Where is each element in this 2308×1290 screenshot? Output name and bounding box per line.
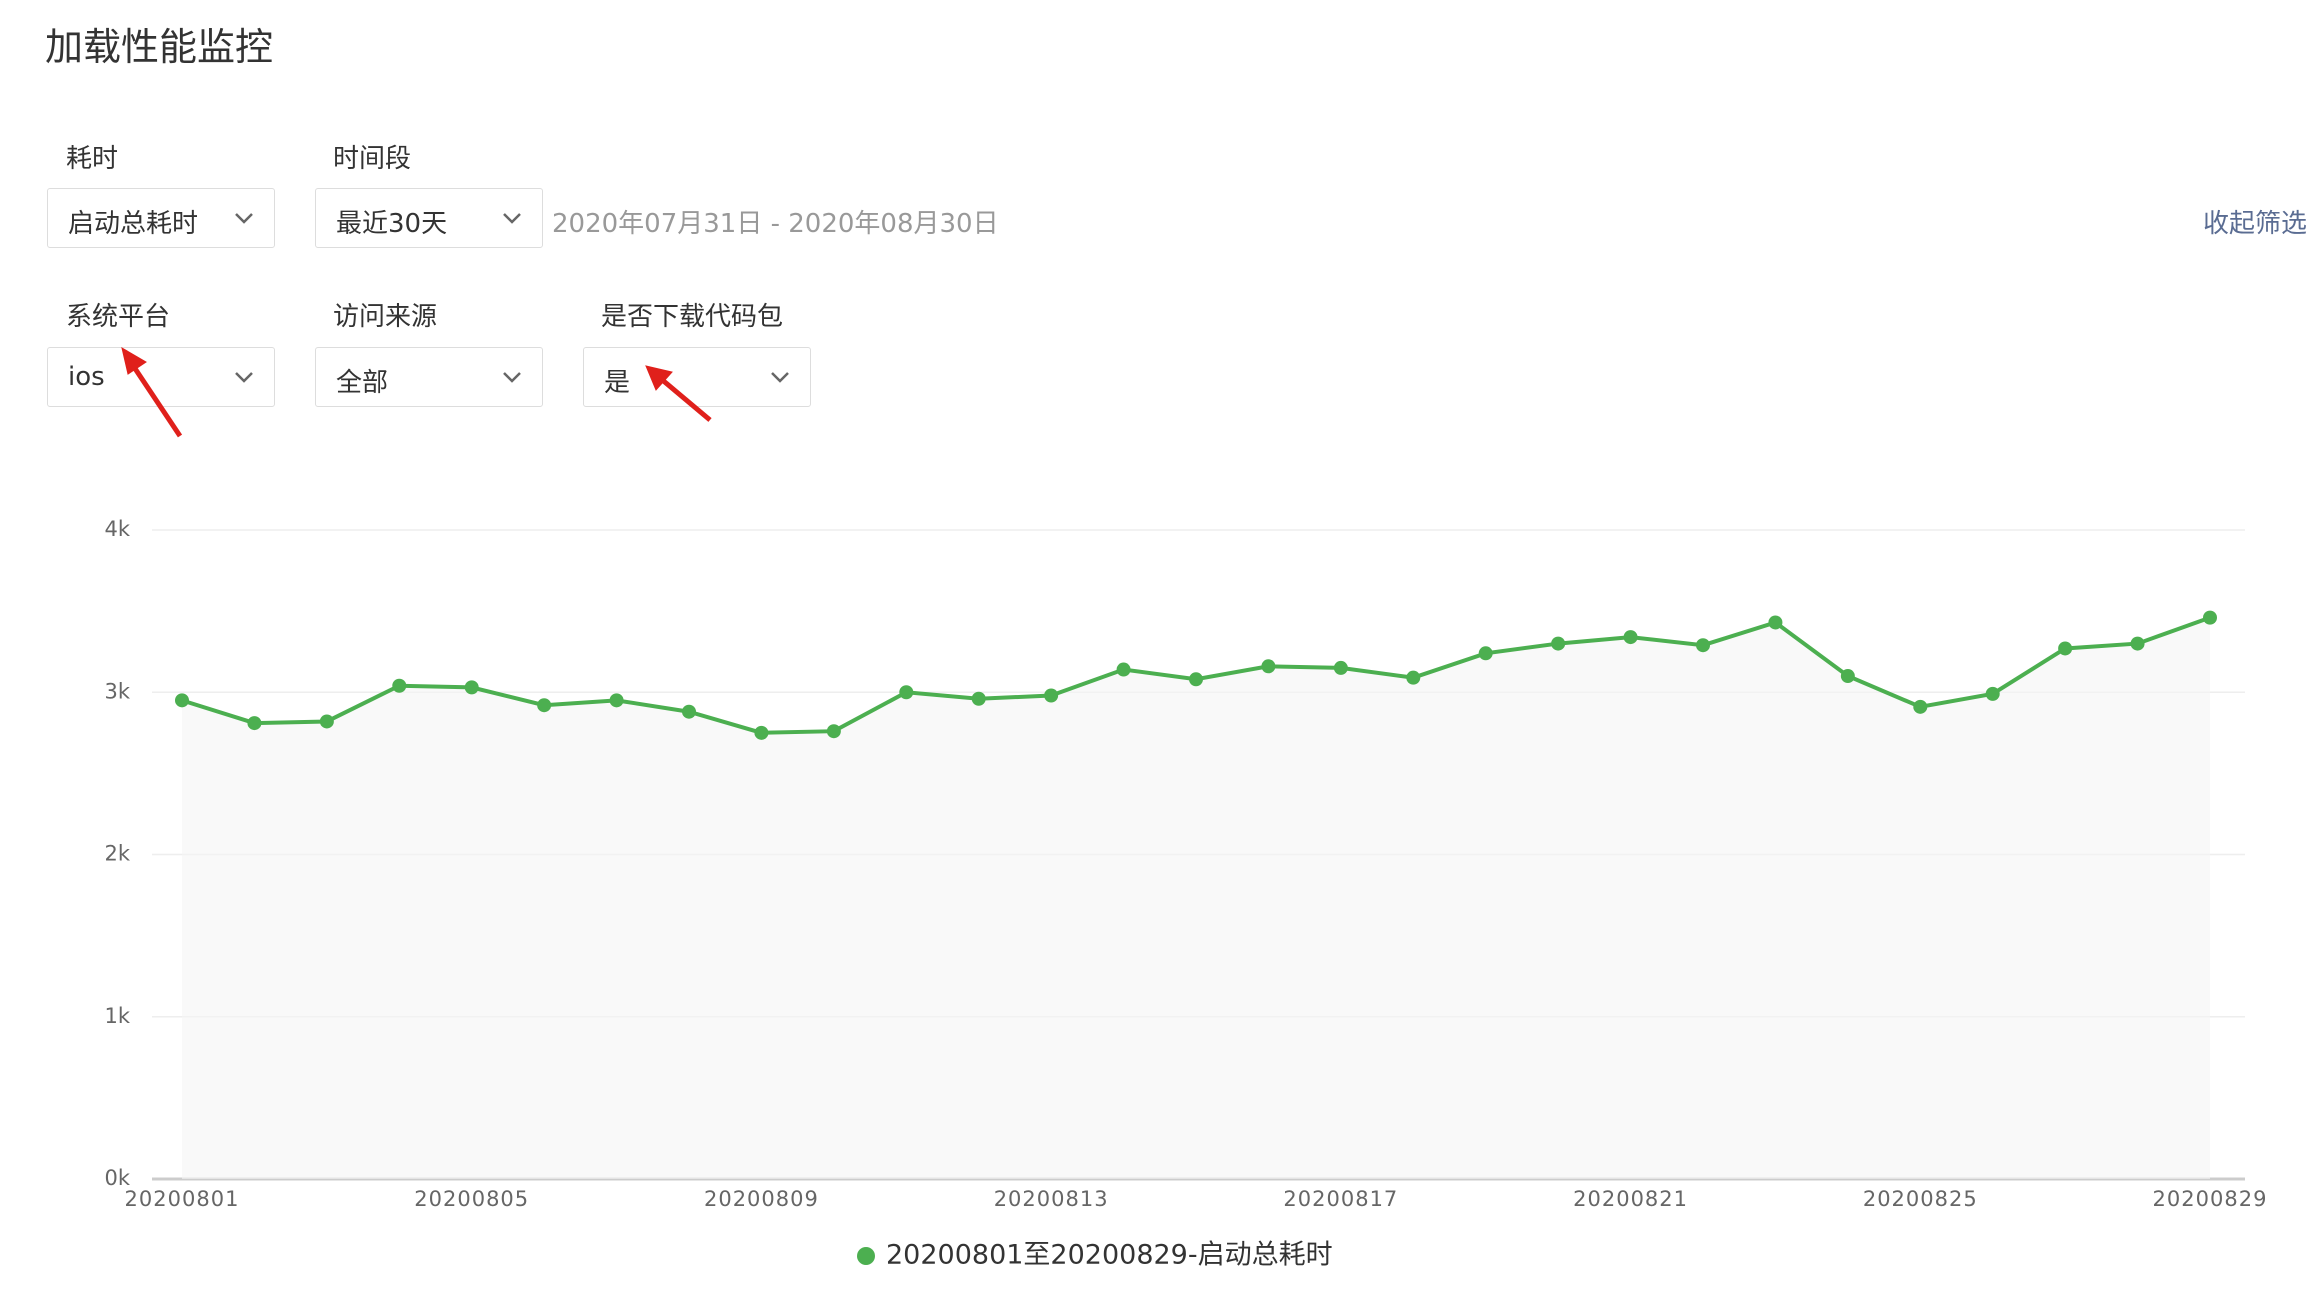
dropdown[interactable]: ios [47, 347, 275, 407]
point [1261, 659, 1276, 674]
x-tick-label: 20200829 [2153, 1187, 2268, 1211]
point [2058, 641, 2073, 656]
point [175, 693, 189, 708]
point [1696, 638, 1710, 653]
filter-label: 时间段 [333, 144, 412, 174]
point [899, 685, 914, 700]
chevron [235, 372, 253, 383]
point [392, 678, 407, 693]
point [971, 691, 986, 706]
point [1333, 660, 1348, 675]
legend-label: 20200801至20200829-启动总耗时 [886, 1240, 1333, 1271]
point [1840, 669, 1855, 684]
point [1478, 646, 1493, 661]
chevron [235, 213, 253, 224]
y-tick-label: 0k [104, 1166, 130, 1190]
point [2130, 636, 2145, 651]
point [464, 680, 479, 695]
point [319, 714, 334, 729]
dropdown-value: 全部 [336, 368, 389, 398]
point [1623, 630, 1638, 645]
x-tick-label: 20200809 [704, 1187, 819, 1211]
point [1044, 688, 1059, 703]
point [1406, 670, 1421, 685]
point [754, 725, 769, 740]
filter-label: 耗时 [66, 144, 119, 174]
point [1913, 699, 1928, 714]
y-tick-label: 1k [104, 1004, 130, 1028]
point [2203, 610, 2217, 625]
dropdown[interactable]: 全部 [315, 347, 543, 407]
chevron [771, 372, 789, 383]
point [1189, 672, 1203, 687]
annotation-arrow [121, 346, 712, 438]
date-range: 2020年07月31日 - 2020年08月30日 [552, 209, 999, 239]
dropdown[interactable]: 启动总耗时 [47, 188, 275, 248]
point [1985, 686, 2000, 701]
point [537, 698, 552, 713]
x-tick-label: 20200801 [125, 1187, 240, 1211]
point [609, 693, 624, 708]
point [826, 724, 841, 739]
point [1116, 662, 1131, 677]
dropdown-value: 启动总耗时 [68, 209, 199, 239]
point [682, 704, 696, 719]
x-tick-label: 20200817 [1283, 1187, 1398, 1211]
filter-label: 是否下载代码包 [601, 302, 784, 332]
point [247, 716, 262, 731]
x-tick-label: 20200813 [994, 1187, 1109, 1211]
filter-label: 系统平台 [66, 302, 171, 332]
x-tick-label: 20200805 [414, 1187, 529, 1211]
x-tick-label: 20200821 [1573, 1187, 1688, 1211]
chevron [503, 213, 521, 224]
y-tick-label: 2k [104, 842, 130, 866]
x-tick-label: 20200825 [1863, 1187, 1978, 1211]
dropdown-value: 最近30天 [336, 209, 448, 239]
legend-marker [857, 1247, 875, 1265]
dropdown-value: ios [68, 362, 105, 392]
collapse-link[interactable]: 收起筛选 [2203, 209, 2308, 239]
dropdown[interactable]: 最近30天 [315, 188, 543, 248]
y-tick-label: 4k [104, 517, 130, 541]
y-tick-label: 3k [104, 679, 130, 703]
filter-label: 访问来源 [333, 302, 438, 332]
area [182, 617, 2210, 1179]
page-title: 加载性能监控 [45, 25, 274, 69]
point [1551, 636, 1566, 651]
point [1768, 615, 1783, 630]
dropdown-value: 是 [604, 368, 631, 398]
chevron [503, 372, 521, 383]
